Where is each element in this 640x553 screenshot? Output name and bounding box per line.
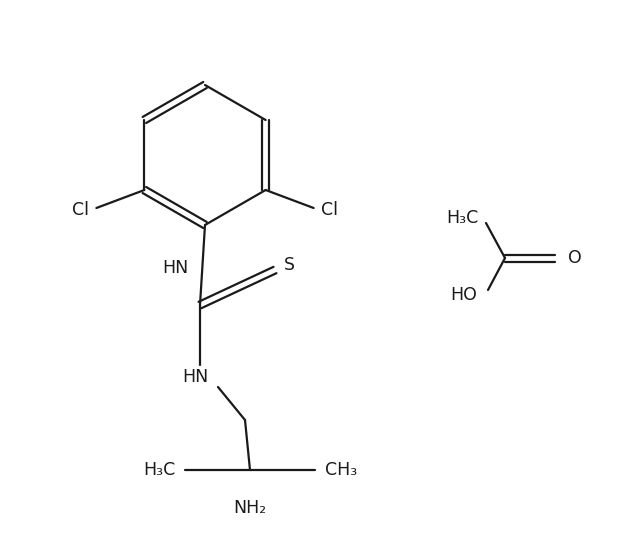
Text: H₃C: H₃C: [446, 209, 478, 227]
Text: Cl: Cl: [72, 201, 89, 219]
Text: S: S: [284, 256, 294, 274]
Text: H₃C: H₃C: [143, 461, 175, 479]
Text: HN: HN: [162, 259, 188, 277]
Text: HN: HN: [182, 368, 208, 386]
Text: HO: HO: [451, 286, 477, 304]
Text: NH₂: NH₂: [234, 499, 267, 517]
Text: CH₃: CH₃: [325, 461, 357, 479]
Text: Cl: Cl: [321, 201, 338, 219]
Text: O: O: [568, 249, 582, 267]
